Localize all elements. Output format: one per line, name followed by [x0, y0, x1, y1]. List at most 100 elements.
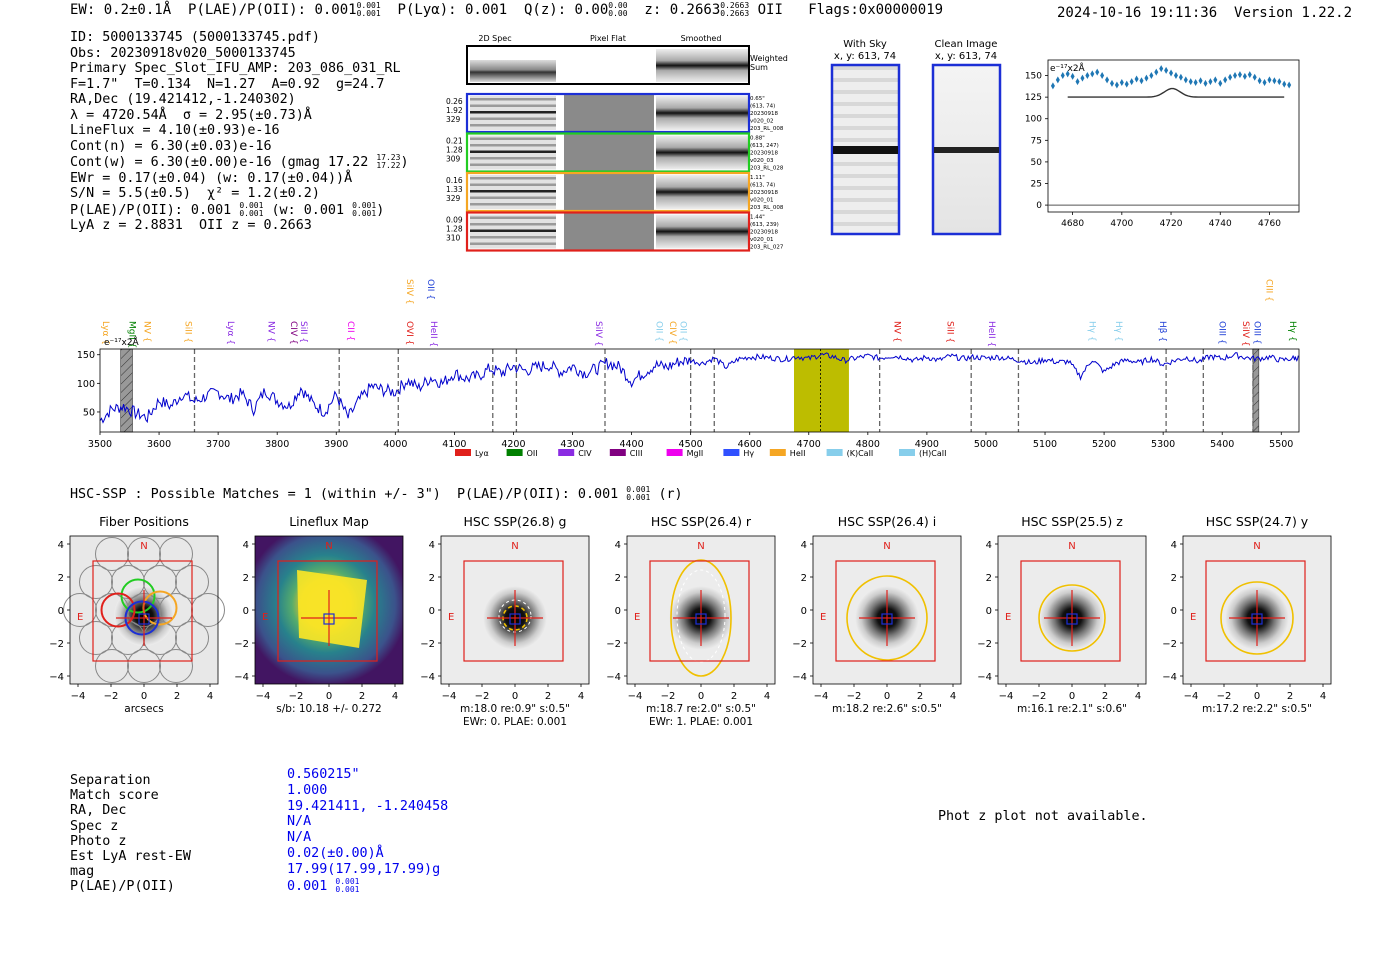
panel-title: HSC SSP(26.4) r	[651, 514, 752, 529]
spectrum-plot-frame	[99, 348, 1300, 433]
zoom-data-point	[1277, 78, 1282, 86]
cutout-smoothed	[656, 135, 748, 170]
zoom-data-point	[1060, 72, 1065, 80]
panel-x-tick-label: −4	[1184, 691, 1199, 702]
zoom-y-tick-label: 25	[1031, 180, 1042, 190]
cutout-2dspec-stripe	[470, 104, 556, 107]
legend-label: OII	[527, 449, 538, 458]
zoom-data-point	[1237, 71, 1242, 79]
legend-swatch	[666, 449, 683, 456]
zoom-y-tick-label: 0	[1036, 201, 1042, 211]
search-box	[277, 560, 378, 662]
phot-z-message: Phot z plot not available.	[938, 809, 1148, 824]
panel-y-tick-label: −2	[50, 639, 64, 650]
panel-x-tick-label: 0	[512, 691, 518, 702]
search-box	[92, 560, 193, 662]
zoom-data-point	[1149, 72, 1154, 80]
panel-x-tick-label: 4	[1135, 691, 1141, 702]
zoom-data-point	[1065, 70, 1070, 78]
spectrum-x-tick-label: 3500	[88, 439, 112, 450]
zoom-data-point	[1218, 79, 1223, 87]
search-box	[1020, 560, 1121, 662]
panel-y-tick-label: −4	[977, 672, 992, 683]
panel-y-tick-label: 2	[243, 573, 249, 584]
cutout-row-left-label: 329	[446, 115, 461, 124]
cutout-2dspec-stripe	[470, 163, 556, 166]
line-annotation: SiIV {	[593, 321, 603, 347]
legend-swatch	[506, 449, 523, 456]
line-annotation: CIII {	[1264, 279, 1274, 302]
line-annotation: CIV {	[667, 321, 677, 345]
panel-x-tick-label: −2	[661, 691, 676, 702]
panel-x-tick-label: 2	[545, 691, 551, 702]
match-values: 0.560215" 1.000 19.421411, -1.240458 N/A N/A…	[287, 767, 449, 894]
zoom-y-tick-label: 50	[1031, 158, 1043, 168]
detection-box	[1066, 613, 1078, 625]
panel-x-tick-label: 2	[1287, 691, 1293, 702]
cutout-row-left-label: 309	[446, 155, 461, 164]
spectrum-x-tick-label: 5500	[1269, 439, 1293, 450]
cutout-row-left-label: 310	[446, 234, 461, 243]
spectrum-x-tick-label: 5100	[1033, 439, 1057, 450]
panel-y-tick-label: 2	[58, 573, 64, 584]
cutout-smoothed	[656, 96, 748, 130]
fiber-circle	[95, 537, 129, 571]
spectrum-x-tick-label: 4400	[619, 439, 643, 450]
line-annotation: HeII {	[428, 321, 438, 347]
fiber-circle	[95, 649, 129, 683]
north-label: N	[140, 541, 147, 552]
weighted-sum-2dspec	[470, 60, 556, 82]
zoom-data-point	[1154, 68, 1159, 76]
line-annotation: CII {	[345, 321, 355, 341]
legend-swatch	[609, 449, 626, 456]
legend-swatch	[455, 449, 471, 456]
panel-xlabel: m:18.0 re:0.9" s:0.5"	[460, 703, 570, 715]
cutout-row-right-label: 1.44"	[750, 215, 765, 221]
cutout-row-right-label: (613, 74)	[750, 104, 775, 110]
spectrum-y-tick-label: 100	[77, 379, 95, 390]
cutout-row-left-label: 0.26	[446, 97, 463, 106]
fiber-circle	[159, 537, 193, 571]
hsc-aperture-ellipse	[1220, 581, 1294, 655]
cutout-2dspec-stripe	[470, 124, 556, 127]
line-annotation: SiII {	[945, 321, 955, 343]
line-annotation: SiIV {	[404, 279, 414, 305]
panel-xlabel: EWr: 1, PLAE: 0.001	[649, 716, 753, 725]
panel-title: HSC SSP(25.5) z	[1021, 514, 1123, 529]
cutout-2dspec-stripe	[470, 196, 556, 199]
panel-y-tick-label: −4	[50, 672, 64, 683]
legend-label: Lyα	[475, 449, 489, 458]
cutout-row-right-label: (613, 247)	[750, 143, 779, 149]
search-box	[835, 560, 936, 662]
zoom-x-tick-label: 4760	[1258, 219, 1281, 229]
cutout-row-right-label: v020_02	[750, 119, 774, 125]
weighted-sum-smoothed	[656, 49, 748, 82]
cutout-row-frame	[465, 171, 751, 213]
east-label: E	[820, 612, 826, 623]
zoom-data-point	[1114, 81, 1119, 89]
cutout-row-right-label: 203_RL_008	[750, 126, 784, 132]
panel-y-tick-label: 4	[1171, 540, 1177, 551]
panel-title: HSC SSP(24.7) y	[1206, 514, 1309, 529]
legend-swatch	[826, 449, 843, 456]
search-box	[1205, 560, 1306, 662]
line-annotation: NV {	[891, 321, 901, 342]
panel-x-tick-label: −2	[1217, 691, 1232, 702]
panel-x-tick-label: −2	[104, 691, 119, 702]
panel-y-tick-label: 2	[615, 573, 621, 584]
cutout-panel: 2D Spec Pixel Flat Smoothed Weighted Sum…	[446, 34, 788, 252]
zoom-data-point	[1070, 72, 1075, 80]
zoom-data-point	[1257, 77, 1262, 85]
spectrum-y-tick-label: 50	[83, 407, 95, 418]
legend-label: Hγ	[743, 449, 754, 458]
panel-y-tick-label: 0	[429, 606, 435, 617]
cutout-2dspec-stripe	[470, 223, 556, 226]
panel-y-tick-label: −4	[606, 672, 621, 683]
spectrum-x-tick-label: 4700	[797, 439, 821, 450]
zoom-data-point	[1119, 78, 1124, 86]
weighted-sum-label-2: Sum	[750, 63, 768, 72]
line-annotation: NV {	[141, 321, 151, 342]
zoom-data-point	[1085, 72, 1090, 80]
cutout-row-right-label: 0.88"	[750, 136, 765, 142]
spectrum-y-tick-label: 150	[77, 350, 95, 361]
